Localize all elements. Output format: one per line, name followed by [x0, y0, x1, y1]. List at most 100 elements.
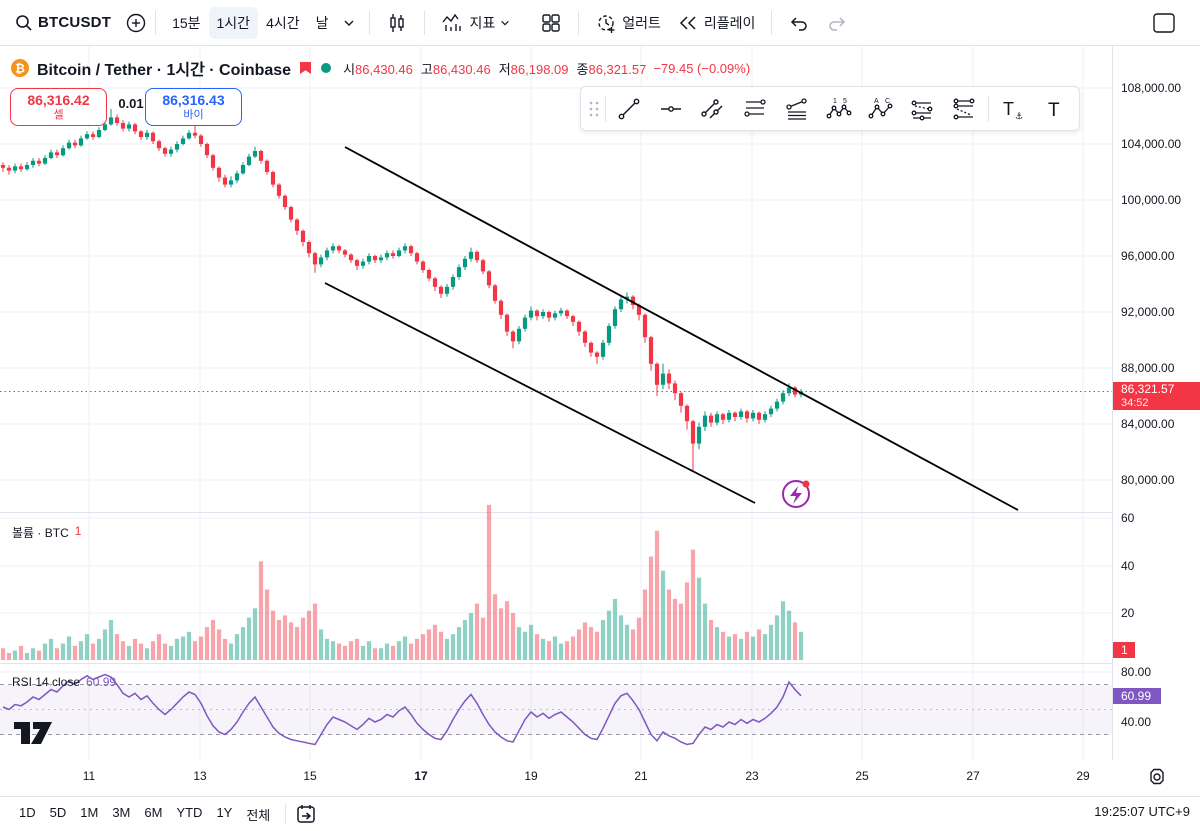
svg-text:T: T — [1003, 99, 1014, 119]
divider — [368, 10, 370, 35]
axis-label: 40.00 — [1121, 715, 1152, 729]
market-status-icon[interactable] — [320, 62, 332, 74]
time-tick: 29 — [1076, 769, 1090, 783]
flag-icon[interactable] — [298, 61, 313, 76]
axis-label: 80,000.00 — [1121, 473, 1175, 487]
rsi-title-label: RSI 14 close — [12, 675, 81, 689]
range-button[interactable]: YTD — [176, 804, 203, 820]
buy-button[interactable]: 86,316.43 바이 — [145, 88, 242, 126]
divider — [423, 10, 425, 35]
axis-settings-gear-icon[interactable] — [1146, 766, 1168, 788]
divider — [578, 10, 580, 35]
horizontal-line-tool[interactable] — [650, 90, 692, 128]
ohlc-item: 종86,321.57 — [576, 61, 647, 77]
interval-button[interactable]: 날 — [315, 14, 329, 31]
time-axis[interactable]: 11 13 15 17 19 21 23 25 27 29 — [0, 760, 1200, 797]
interval-button[interactable]: 1시간 — [208, 6, 259, 39]
tradingview-logo — [14, 722, 52, 744]
text-tool[interactable]: T — [1033, 90, 1075, 128]
interval-button[interactable]: 15분 — [172, 14, 201, 31]
rsi-value-badge: 60.99 — [1113, 688, 1161, 704]
symbol-title[interactable]: Bitcoin / Tether · 1시간 · Coinbase — [37, 62, 292, 79]
trade-panel: 86,316.42 셀 0.01 86,316.43 바이 — [10, 88, 242, 126]
axis-label: 108,000.00 — [1121, 81, 1182, 95]
chart-style-icon[interactable] — [378, 6, 416, 40]
svg-text:A: A — [874, 98, 879, 105]
fib-channel-tool[interactable] — [776, 90, 818, 128]
time-tick: 13 — [193, 769, 207, 783]
ohlc-item: 시86,430.46 — [343, 61, 413, 77]
chart-area[interactable]: ₿ Bitcoin / Tether · 1시간 · Coinbase 시86,… — [0, 46, 1112, 760]
divider — [771, 10, 773, 35]
time-tick: 21 — [634, 769, 648, 783]
range-button[interactable]: 3M — [112, 804, 131, 820]
alert-label: 얼러트 — [622, 14, 661, 31]
axis-label: 92,000.00 — [1121, 305, 1175, 319]
divider — [285, 804, 287, 824]
chevron-down-icon[interactable] — [343, 17, 355, 29]
svg-text:₿: ₿ — [15, 62, 25, 76]
divider — [605, 95, 606, 122]
time-tick: 17 — [414, 769, 428, 783]
goto-date-icon[interactable] — [294, 802, 318, 826]
buy-price: 86,316.43 — [162, 92, 225, 109]
axis-label: 104,000.00 — [1121, 137, 1182, 151]
chevron-down-icon — [500, 18, 510, 28]
sell-button[interactable]: 86,316.42 셀 — [10, 88, 107, 126]
candle-countdown: 34:52 — [1121, 396, 1149, 409]
rsi-pane-title[interactable]: RSI 14 close 60.99 — [12, 675, 116, 689]
axis-label: 60 — [1121, 511, 1135, 525]
current-price-value: 86,321.57 — [1121, 382, 1175, 396]
interval-button[interactable]: 4시간 — [266, 14, 300, 31]
layout-grid-icon[interactable] — [532, 6, 570, 40]
price-axis[interactable]: 86,321.57 34:52 1 60.99 108,000.00 104,00… — [1112, 46, 1200, 760]
sell-label: 셀 — [53, 108, 64, 121]
current-price-badge: 86,321.57 34:52 — [1113, 382, 1200, 411]
range-button[interactable]: 1Y — [216, 804, 233, 820]
window-layout-icon[interactable] — [1152, 12, 1176, 34]
time-tick: 25 — [855, 769, 869, 783]
indicators-button[interactable]: 지표 — [433, 6, 519, 40]
range-button[interactable]: 1M — [80, 804, 99, 820]
drag-handle[interactable] — [585, 90, 603, 128]
axis-label: 20 — [1121, 606, 1135, 620]
undo-icon[interactable] — [780, 7, 818, 39]
redo-icon[interactable] — [818, 7, 856, 39]
replay-button[interactable]: 리플레이 — [669, 6, 764, 40]
clock[interactable]: 19:25:07 UTC+9 — [1094, 804, 1190, 819]
long-position-tool[interactable] — [902, 90, 944, 128]
volume-pane-title[interactable]: 볼륨 · BTC 1 — [12, 524, 81, 541]
fib-retracement-tool[interactable] — [734, 90, 776, 128]
parallel-channel-tool[interactable] — [692, 90, 734, 128]
anchored-text-tool[interactable]: T ⚓ — [991, 90, 1033, 128]
range-button[interactable]: 전체 — [246, 807, 271, 823]
time-tick: 15 — [303, 769, 317, 783]
axis-label: 96,000.00 — [1121, 249, 1175, 263]
indicators-icon — [441, 12, 465, 34]
bitcoin-icon: ₿ — [10, 58, 30, 78]
range-button[interactable]: 1D — [19, 804, 36, 820]
symbol-name[interactable]: BTCUSDT — [38, 14, 112, 31]
volume-title-value: 1 — [74, 524, 82, 538]
replay-label: 리플레이 — [703, 14, 756, 31]
range-button[interactable]: 6M — [144, 804, 163, 820]
svg-text:1: 1 — [833, 98, 837, 105]
search-icon[interactable] — [14, 13, 34, 33]
axis-label: 84,000.00 — [1121, 417, 1175, 431]
bottom-toolbar: 1D 5D 1M 3M 6M YTD 1Y 전체 19:25:07 UTC+9 — [0, 797, 1200, 831]
short-position-tool[interactable] — [944, 90, 986, 128]
range-button[interactable]: 5D — [49, 804, 67, 820]
ohlc-item: 고86,430.46 — [420, 61, 491, 77]
alert-button[interactable]: 얼러트 — [587, 6, 669, 40]
svg-text:5: 5 — [843, 98, 847, 105]
time-tick: 27 — [966, 769, 980, 783]
indicators-label: 지표 — [469, 14, 496, 31]
alert-clock-icon — [595, 12, 617, 34]
compare-add-icon[interactable] — [125, 12, 147, 34]
trend-line-tool[interactable] — [608, 90, 650, 128]
candlestick-chart[interactable] — [0, 46, 1112, 760]
ohlc-values: 시86,430.46 고86,430.46 저86,198.09 종86,321.57 — [343, 59, 646, 78]
spread-value: 0.01 — [118, 96, 144, 111]
